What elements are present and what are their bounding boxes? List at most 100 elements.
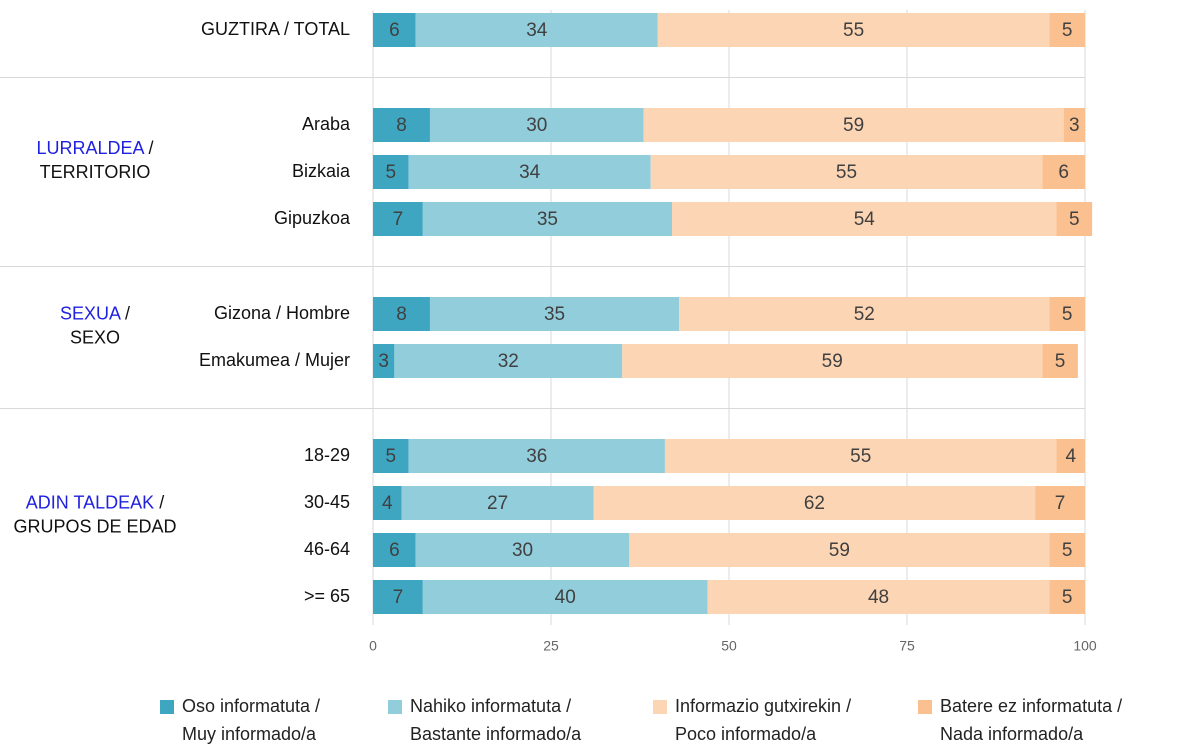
bar-segment bbox=[373, 533, 416, 567]
x-tick-label: 100 bbox=[1073, 638, 1097, 654]
legend-line: Oso informatuta / bbox=[182, 696, 320, 716]
bar-segment bbox=[593, 486, 1036, 520]
bar-segment bbox=[373, 108, 430, 142]
group-name: SEXUA bbox=[60, 303, 121, 323]
bar-segment bbox=[422, 580, 708, 614]
x-tick-label: 50 bbox=[721, 638, 737, 654]
bar-segment bbox=[629, 533, 1050, 567]
legend-label: Informazio gutxirekin / Poco informado/a bbox=[675, 696, 851, 744]
bar-segment bbox=[1042, 344, 1078, 378]
legend-label: Nahiko informatuta / Bastante informado/a bbox=[410, 696, 582, 744]
bar-segment bbox=[707, 580, 1050, 614]
bar-segment bbox=[373, 297, 430, 331]
bar-segment bbox=[1049, 580, 1085, 614]
category-label: Emakumea / Mujer bbox=[199, 350, 350, 370]
bar-segment bbox=[415, 13, 658, 47]
group-subtitle: SEXO bbox=[70, 327, 120, 347]
value-label: 5 bbox=[1062, 304, 1073, 325]
group-separator-text: / bbox=[125, 303, 130, 323]
value-label: 30 bbox=[512, 540, 533, 561]
legend-line: Nahiko informatuta / bbox=[410, 696, 571, 716]
bar-segment bbox=[394, 344, 623, 378]
legend-line: Informazio gutxirekin / bbox=[675, 696, 851, 716]
bar-segment bbox=[1035, 486, 1085, 520]
value-label: 7 bbox=[1055, 493, 1066, 514]
group-name: LURRALDEA bbox=[36, 138, 144, 158]
value-label: 54 bbox=[854, 209, 876, 230]
value-label: 55 bbox=[843, 20, 864, 41]
bar-segment bbox=[373, 439, 409, 473]
bar-segment bbox=[1056, 202, 1093, 236]
value-label: 5 bbox=[386, 162, 397, 183]
value-label: 7 bbox=[393, 587, 404, 608]
value-label: 35 bbox=[537, 209, 558, 230]
category-label: >= 65 bbox=[304, 586, 350, 606]
bar-segment bbox=[1042, 155, 1085, 189]
value-label: 59 bbox=[843, 115, 864, 136]
value-label: 5 bbox=[1062, 540, 1073, 561]
x-tick-label: 25 bbox=[543, 638, 559, 654]
category-label: Gizona / Hombre bbox=[214, 303, 350, 323]
bar-segment bbox=[679, 297, 1050, 331]
group-label: ADIN TALDEAK / bbox=[26, 492, 164, 512]
value-label: 7 bbox=[393, 209, 404, 230]
group-label: SEXUA / bbox=[60, 303, 130, 323]
value-label: 8 bbox=[396, 115, 407, 136]
value-label: 55 bbox=[850, 446, 871, 467]
bar-segment bbox=[373, 155, 409, 189]
value-label: 6 bbox=[389, 20, 400, 41]
category-label: Araba bbox=[302, 114, 351, 134]
group-label: LURRALDEA / bbox=[36, 138, 153, 158]
value-label: 34 bbox=[519, 162, 541, 183]
value-label: 52 bbox=[854, 304, 875, 325]
legend-swatch bbox=[160, 700, 174, 714]
group-name: ADIN TALDEAK bbox=[26, 492, 154, 512]
category-label: 18-29 bbox=[304, 445, 350, 465]
bar-segment bbox=[622, 344, 1043, 378]
value-label: 6 bbox=[1058, 162, 1069, 183]
bar-segment bbox=[373, 13, 416, 47]
bar-segment bbox=[373, 580, 423, 614]
bar-segment bbox=[1056, 439, 1085, 473]
value-label: 27 bbox=[487, 493, 508, 514]
x-tick-label: 0 bbox=[369, 638, 377, 654]
category-label: Gipuzkoa bbox=[274, 208, 351, 228]
legend-label: Batere ez informatuta / Nada informado/a bbox=[940, 696, 1122, 744]
value-label: 40 bbox=[555, 587, 576, 608]
value-label: 3 bbox=[378, 351, 389, 372]
value-label: 30 bbox=[526, 115, 547, 136]
legend-line: Nada informado/a bbox=[940, 724, 1084, 744]
bar-segment bbox=[373, 202, 423, 236]
value-label: 4 bbox=[382, 493, 393, 514]
category-label: 30-45 bbox=[304, 492, 350, 512]
value-label: 6 bbox=[389, 540, 400, 561]
legend-line: Bastante informado/a bbox=[410, 724, 582, 744]
group-subtitle: GRUPOS DE EDAD bbox=[13, 516, 176, 536]
legend-swatch bbox=[653, 700, 667, 714]
value-label: 5 bbox=[1062, 587, 1073, 608]
value-label: 62 bbox=[804, 493, 825, 514]
bar-segment bbox=[429, 297, 680, 331]
x-tick-label: 75 bbox=[899, 638, 915, 654]
value-label: 5 bbox=[386, 446, 397, 467]
bar-segment bbox=[429, 108, 644, 142]
value-label: 59 bbox=[822, 351, 843, 372]
bar-segment bbox=[401, 486, 594, 520]
value-label: 5 bbox=[1055, 351, 1066, 372]
legend-line: Muy informado/a bbox=[182, 724, 317, 744]
bar-segment bbox=[1049, 297, 1085, 331]
category-label: GUZTIRA / TOTAL bbox=[201, 19, 350, 39]
value-label: 8 bbox=[396, 304, 407, 325]
value-label: 35 bbox=[544, 304, 565, 325]
bar-segment bbox=[650, 155, 1043, 189]
value-label: 5 bbox=[1069, 209, 1080, 230]
bar-segment bbox=[1049, 533, 1085, 567]
group-separator-text: / bbox=[159, 492, 164, 512]
bar-segment bbox=[672, 202, 1057, 236]
bar-segment bbox=[408, 439, 665, 473]
bar-segment bbox=[664, 439, 1057, 473]
value-label: 59 bbox=[829, 540, 850, 561]
legend-swatch bbox=[918, 700, 932, 714]
legend-line: Batere ez informatuta / bbox=[940, 696, 1122, 716]
